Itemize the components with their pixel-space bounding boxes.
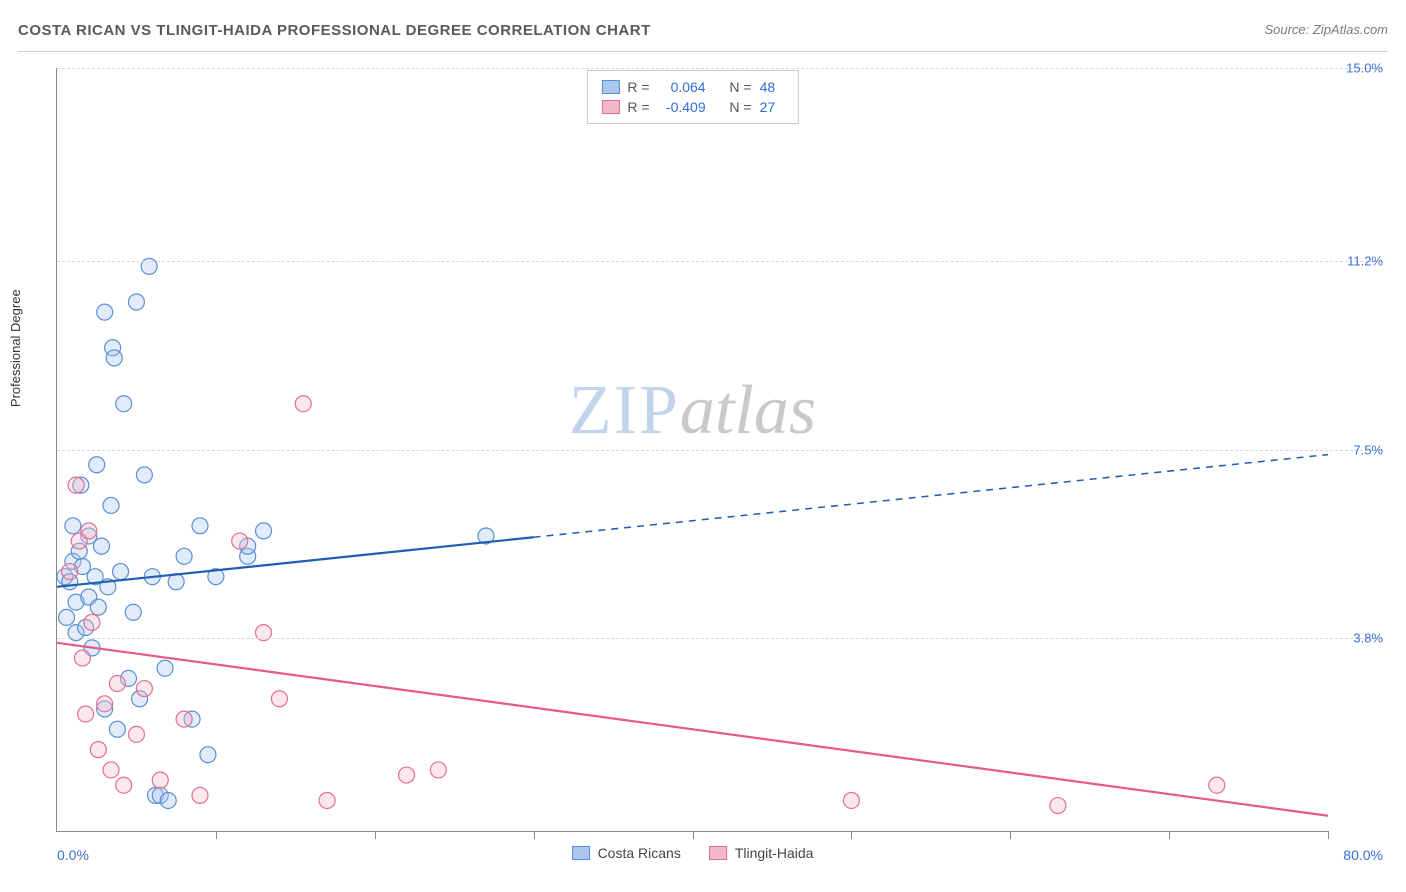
legend-swatch (601, 100, 619, 114)
legend-swatch (709, 846, 727, 860)
data-point (295, 396, 311, 412)
data-point (192, 518, 208, 534)
legend-row: R = 0.064 N = 48 (601, 77, 783, 97)
n-label: N = (729, 77, 751, 97)
plot-region: ZIPatlas R =0.064 N = 48R =-0.409 N = 27… (56, 68, 1328, 832)
data-point (136, 681, 152, 697)
data-point (65, 518, 81, 534)
n-label: N = (729, 97, 751, 117)
data-point (1050, 798, 1066, 814)
n-value: 48 (760, 77, 784, 97)
data-point (430, 762, 446, 778)
y-tick-label: 3.8% (1353, 630, 1383, 645)
data-point (116, 777, 132, 793)
data-point (232, 533, 248, 549)
y-tick-label: 15.0% (1346, 61, 1383, 76)
x-tick (534, 831, 535, 839)
data-point (1209, 777, 1225, 793)
gridline (57, 68, 1383, 69)
legend-swatch (572, 846, 590, 860)
x-min-label: 0.0% (57, 847, 89, 863)
legend-label: Costa Ricans (598, 845, 681, 861)
chart-source: Source: ZipAtlas.com (1264, 22, 1388, 37)
data-point (59, 609, 75, 625)
data-point (90, 599, 106, 615)
data-point (136, 467, 152, 483)
data-point (157, 660, 173, 676)
x-tick (851, 831, 852, 839)
data-point (106, 350, 122, 366)
y-axis-label: Professional Degree (8, 289, 23, 407)
data-point (103, 497, 119, 513)
legend-item: Tlingit-Haida (709, 845, 814, 861)
data-point (78, 706, 94, 722)
data-point (90, 742, 106, 758)
x-tick (693, 831, 694, 839)
x-tick (216, 831, 217, 839)
data-point (128, 294, 144, 310)
chart-area: Professional Degree ZIPatlas R =0.064 N … (18, 60, 1388, 872)
gridline (57, 261, 1383, 262)
data-point (84, 614, 100, 630)
data-point (116, 396, 132, 412)
x-tick (1328, 831, 1329, 839)
data-point (97, 304, 113, 320)
x-tick (375, 831, 376, 839)
data-point (97, 696, 113, 712)
data-point (109, 721, 125, 737)
data-point (399, 767, 415, 783)
r-value: -0.409 (658, 97, 706, 117)
data-point (256, 523, 272, 539)
x-tick (1010, 831, 1011, 839)
correlation-legend: R = 0.064 N = 48 R = -0.409 N = 27 (586, 70, 798, 124)
data-point (176, 711, 192, 727)
x-tick (1169, 831, 1170, 839)
x-max-label: 80.0% (1343, 847, 1383, 863)
data-point (125, 604, 141, 620)
data-point (93, 538, 109, 554)
y-tick-label: 11.2% (1347, 254, 1383, 269)
data-point (89, 457, 105, 473)
trend-line (57, 643, 1328, 816)
data-point (319, 792, 335, 808)
gridline (57, 450, 1383, 451)
chart-header: COSTA RICAN VS TLINGIT-HAIDA PROFESSIONA… (18, 22, 1388, 52)
gridline (57, 638, 1383, 639)
r-label: R = (627, 77, 649, 97)
data-point (271, 691, 287, 707)
legend-row: R = -0.409 N = 27 (601, 97, 783, 117)
data-point (68, 477, 84, 493)
legend-item: Costa Ricans (572, 845, 681, 861)
data-point (843, 792, 859, 808)
r-label: R = (627, 97, 649, 117)
y-tick-label: 7.5% (1353, 442, 1383, 457)
data-point (62, 564, 78, 580)
data-point (103, 762, 119, 778)
data-point (176, 548, 192, 564)
series-legend: Costa Ricans Tlingit-Haida (572, 845, 814, 861)
trend-line (57, 537, 534, 587)
data-point (168, 574, 184, 590)
data-point (192, 787, 208, 803)
data-point (160, 792, 176, 808)
data-point (200, 747, 216, 763)
chart-title: COSTA RICAN VS TLINGIT-HAIDA PROFESSIONA… (18, 22, 651, 39)
data-point (113, 564, 129, 580)
r-value: 0.064 (658, 77, 706, 97)
data-point (81, 523, 97, 539)
data-point (109, 675, 125, 691)
data-point (128, 726, 144, 742)
data-point (152, 772, 168, 788)
trend-line-extrapolated (534, 455, 1328, 538)
data-point (74, 650, 90, 666)
legend-swatch (601, 80, 619, 94)
n-value: 27 (760, 97, 784, 117)
legend-label: Tlingit-Haida (735, 845, 814, 861)
